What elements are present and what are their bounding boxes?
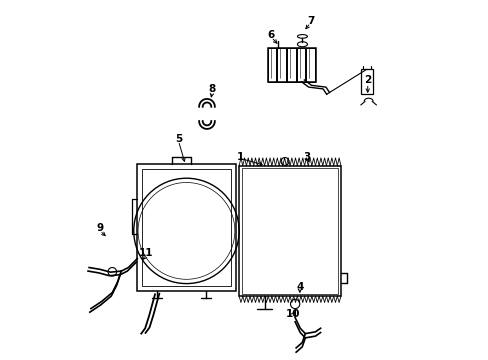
Circle shape (281, 157, 288, 165)
Text: 6: 6 (267, 30, 274, 40)
Text: 7: 7 (306, 16, 314, 26)
Text: 4: 4 (296, 282, 303, 292)
Ellipse shape (297, 42, 307, 47)
Text: 10: 10 (285, 309, 299, 319)
Text: 3: 3 (303, 152, 310, 162)
Bar (239, 166, 340, 296)
Bar (241, 168, 338, 294)
Bar (142, 168, 230, 286)
Text: 9: 9 (96, 223, 103, 233)
Text: 2: 2 (364, 75, 370, 85)
Bar (305, 48, 314, 82)
Bar (296, 48, 305, 82)
Bar (267, 48, 315, 82)
Ellipse shape (297, 35, 307, 38)
Text: 11: 11 (139, 248, 153, 258)
Bar (286, 48, 295, 82)
Text: 5: 5 (174, 134, 182, 144)
Bar (267, 48, 276, 82)
Text: 8: 8 (208, 84, 216, 94)
Bar (137, 164, 235, 291)
Bar (360, 69, 372, 94)
Text: 1: 1 (237, 152, 244, 162)
Bar (277, 48, 285, 82)
